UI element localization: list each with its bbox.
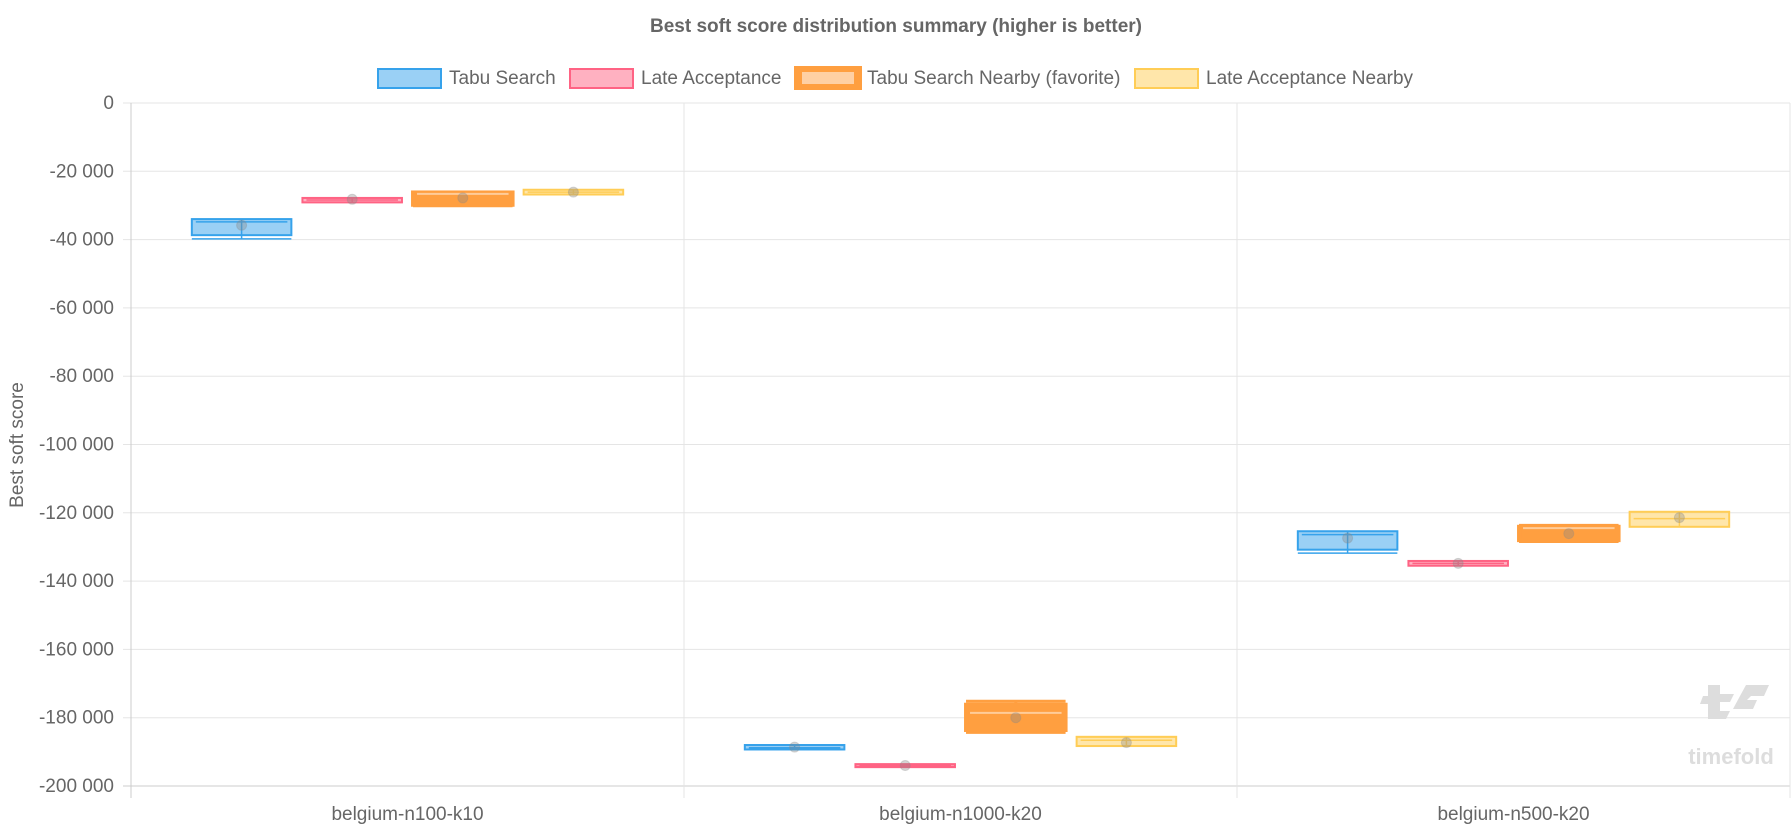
x-tick-label: belgium-n500-k20 [1437, 804, 1589, 825]
y-axis-title: Best soft score [7, 382, 28, 508]
box-tabu-search-belgium-n100-k10 [190, 218, 293, 240]
mean-point [236, 219, 248, 231]
box-tabu-search-belgium-n1000-k20 [743, 741, 846, 753]
box [190, 218, 293, 237]
box-tabu-search-nearby-favorite--belgium-n500-k20 [1517, 523, 1621, 543]
legend-item: Late Acceptance Nearby [1134, 68, 1414, 89]
x-tick-label: belgium-n1000-k20 [879, 804, 1042, 825]
legend-label: Tabu Search Nearby (favorite) [867, 68, 1120, 89]
boxes [190, 186, 1731, 772]
chart-title: Best soft score distribution summary (hi… [650, 16, 1142, 37]
y-tick-label: -100 000 [39, 435, 114, 456]
box [1075, 735, 1178, 748]
logo-mark-icon [1733, 685, 1769, 709]
box [411, 190, 515, 207]
box [1517, 524, 1621, 543]
y-tick-label: 0 [103, 93, 114, 114]
y-tick-label: -200 000 [39, 776, 114, 797]
mean-point [1673, 512, 1685, 524]
legend-swatch [1134, 68, 1199, 89]
y-tick-label: -160 000 [39, 639, 114, 660]
legend-swatch [569, 68, 634, 89]
box-late-acceptance-belgium-n100-k10 [301, 193, 403, 205]
box-tabu-search-nearby-favorite--belgium-n100-k10 [411, 190, 515, 208]
mean-point [457, 192, 469, 204]
y-tick-label: -20 000 [50, 161, 114, 182]
y-tick-label: -180 000 [39, 708, 114, 729]
legend-item: Tabu Search Nearby (favorite) [794, 66, 1120, 90]
mean-point [567, 186, 579, 198]
box [964, 702, 1068, 732]
box-late-acceptance-nearby-belgium-n1000-k20 [1075, 735, 1178, 749]
legend-swatch [377, 68, 442, 89]
mean-point [1342, 532, 1354, 544]
watermark-text: timefold [1688, 744, 1774, 769]
legend-item: Late Acceptance [569, 68, 782, 89]
legend-item: Tabu Search [377, 68, 556, 89]
legend-label: Late Acceptance Nearby [1206, 68, 1414, 89]
mean-point [346, 193, 358, 205]
legend-label: Late Acceptance [641, 68, 782, 89]
y-tick-label: -140 000 [39, 571, 114, 592]
mean-point [899, 760, 911, 772]
grid: 0 -20 000 -40 000 -60 000 -80 000 -100 000 -12… [39, 93, 1791, 825]
box-late-acceptance-nearby-belgium-n100-k10 [522, 186, 625, 198]
y-tick-label: -80 000 [50, 366, 114, 387]
legend: Tabu Search Late Acceptance Tabu Search Ne… [377, 66, 1414, 90]
mean-point [1563, 528, 1575, 540]
box-tabu-search-belgium-n500-k20 [1296, 530, 1399, 554]
x-tick-label: belgium-n100-k10 [331, 804, 483, 825]
box-late-acceptance-belgium-n500-k20 [1407, 557, 1509, 569]
box-late-acceptance-nearby-belgium-n500-k20 [1628, 510, 1731, 528]
box-tabu-search-nearby-favorite--belgium-n1000-k20 [964, 699, 1068, 734]
legend-label: Tabu Search [449, 68, 556, 89]
mean-point [1120, 737, 1132, 749]
box [1296, 530, 1399, 551]
y-tick-label: -120 000 [39, 503, 114, 524]
y-tick-label: -60 000 [50, 298, 114, 319]
mean-point [789, 741, 801, 753]
mean-point [1452, 557, 1464, 569]
box-late-acceptance-belgium-n1000-k20 [854, 760, 956, 772]
logo-mark-icon [1700, 685, 1734, 719]
timefold-logo: timefold [1688, 685, 1774, 769]
y-tick-label: -40 000 [50, 230, 114, 251]
legend-swatch-inner [802, 72, 854, 84]
mean-point [1010, 712, 1022, 724]
